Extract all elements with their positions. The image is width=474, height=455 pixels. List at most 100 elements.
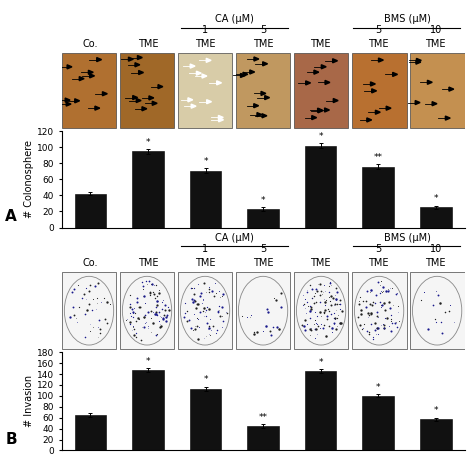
- Polygon shape: [372, 89, 376, 93]
- Text: *: *: [261, 196, 265, 205]
- Polygon shape: [446, 116, 450, 120]
- Text: TME: TME: [138, 258, 158, 268]
- Text: *: *: [434, 406, 438, 415]
- Polygon shape: [219, 118, 223, 122]
- Text: B: B: [5, 431, 17, 446]
- Text: *: *: [203, 157, 208, 166]
- Polygon shape: [314, 70, 319, 74]
- Polygon shape: [265, 96, 270, 100]
- Bar: [362, 167, 394, 228]
- Polygon shape: [392, 72, 398, 76]
- Polygon shape: [207, 100, 211, 104]
- Polygon shape: [325, 81, 330, 85]
- Polygon shape: [152, 101, 157, 105]
- Bar: [410, 53, 465, 128]
- Text: Co.: Co.: [82, 258, 98, 268]
- Polygon shape: [325, 108, 329, 112]
- Text: CA (μM): CA (μM): [215, 15, 254, 24]
- Polygon shape: [133, 96, 137, 100]
- Polygon shape: [88, 70, 93, 74]
- Polygon shape: [375, 110, 380, 114]
- Bar: [294, 53, 348, 128]
- Bar: [352, 53, 407, 128]
- Text: Co.: Co.: [82, 39, 98, 49]
- Bar: [132, 370, 164, 450]
- Text: TME: TME: [253, 258, 273, 268]
- Text: 10: 10: [429, 25, 442, 35]
- Bar: [74, 194, 106, 228]
- Text: 10: 10: [429, 244, 442, 254]
- Text: CA (μM): CA (μM): [215, 233, 254, 243]
- Text: 1: 1: [202, 244, 209, 254]
- Bar: [119, 53, 174, 128]
- Polygon shape: [416, 60, 421, 64]
- Polygon shape: [262, 114, 267, 118]
- Bar: [352, 273, 407, 349]
- Polygon shape: [67, 65, 72, 69]
- Text: BMS (μM): BMS (μM): [383, 233, 430, 243]
- Polygon shape: [371, 82, 375, 86]
- Text: TME: TME: [368, 39, 388, 49]
- Text: TME: TME: [426, 39, 446, 49]
- Bar: [294, 273, 348, 349]
- Text: *: *: [319, 132, 323, 141]
- Text: TME: TME: [138, 39, 158, 49]
- Text: BMS (μM): BMS (μM): [383, 15, 430, 24]
- Polygon shape: [432, 101, 437, 106]
- Bar: [190, 389, 221, 450]
- Polygon shape: [135, 63, 140, 67]
- Polygon shape: [139, 71, 144, 75]
- Text: TME: TME: [253, 39, 273, 49]
- Polygon shape: [261, 91, 266, 96]
- Bar: [410, 273, 465, 349]
- Bar: [247, 426, 279, 450]
- Bar: [178, 53, 232, 128]
- Polygon shape: [312, 116, 317, 120]
- Text: TME: TME: [195, 258, 216, 268]
- Polygon shape: [257, 112, 262, 116]
- Polygon shape: [250, 70, 255, 74]
- Text: **: **: [259, 413, 267, 422]
- Text: TME: TME: [310, 258, 331, 268]
- Text: 5: 5: [260, 25, 266, 35]
- Bar: [420, 207, 452, 228]
- Text: *: *: [434, 194, 438, 203]
- Text: *: *: [203, 375, 208, 384]
- Polygon shape: [318, 109, 323, 113]
- Polygon shape: [158, 85, 163, 89]
- Polygon shape: [79, 76, 84, 81]
- Text: A: A: [5, 209, 17, 224]
- Bar: [62, 273, 117, 349]
- Polygon shape: [65, 98, 70, 102]
- Bar: [178, 273, 232, 349]
- Polygon shape: [415, 101, 420, 105]
- Text: **: **: [374, 153, 383, 162]
- Bar: [236, 53, 291, 128]
- Polygon shape: [254, 57, 259, 61]
- Polygon shape: [417, 58, 421, 62]
- Polygon shape: [137, 56, 142, 60]
- Bar: [236, 273, 291, 349]
- Polygon shape: [243, 72, 248, 76]
- Text: 5: 5: [375, 25, 381, 35]
- Text: 1: 1: [202, 25, 209, 35]
- Polygon shape: [240, 73, 246, 77]
- Bar: [305, 371, 337, 450]
- Polygon shape: [254, 104, 259, 108]
- Polygon shape: [75, 99, 80, 103]
- Bar: [132, 152, 164, 228]
- Polygon shape: [90, 74, 94, 78]
- Polygon shape: [97, 58, 101, 61]
- Polygon shape: [149, 96, 154, 100]
- Polygon shape: [102, 92, 107, 96]
- Polygon shape: [449, 87, 454, 91]
- Polygon shape: [263, 62, 267, 66]
- Polygon shape: [191, 104, 196, 108]
- Bar: [247, 209, 279, 228]
- Bar: [362, 396, 394, 450]
- Polygon shape: [136, 98, 141, 102]
- Bar: [74, 415, 106, 450]
- Text: TME: TME: [195, 39, 216, 49]
- Polygon shape: [142, 107, 147, 111]
- Polygon shape: [190, 64, 195, 68]
